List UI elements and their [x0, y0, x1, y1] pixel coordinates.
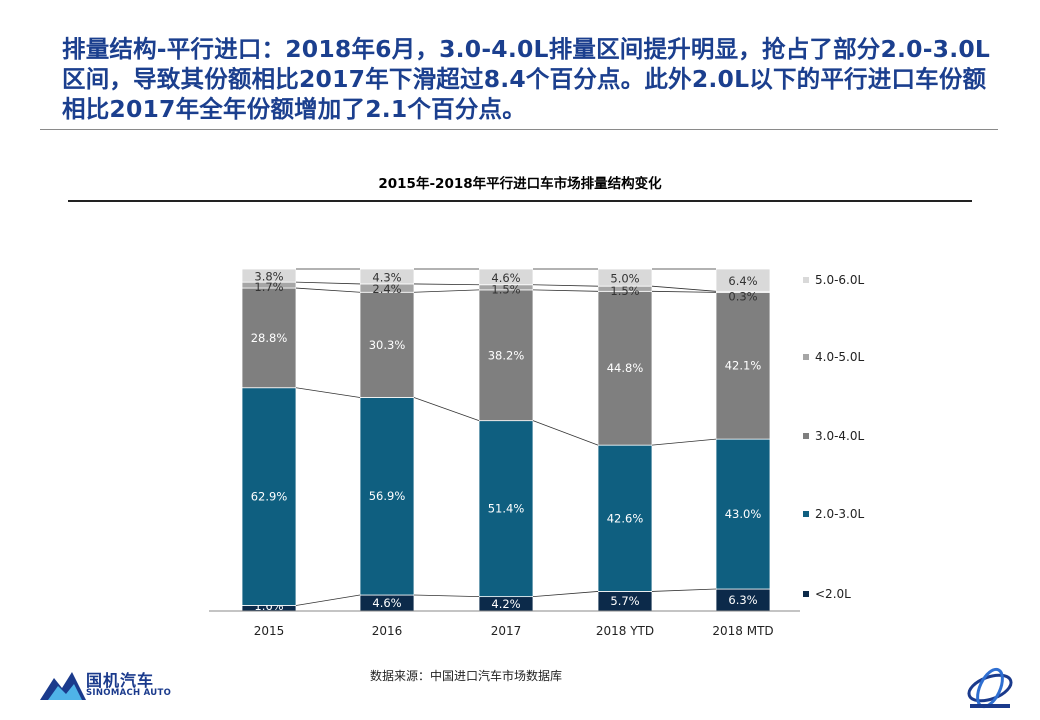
connector-line — [651, 588, 717, 592]
connector-line — [532, 420, 599, 446]
connector-line — [651, 290, 717, 293]
bar-2.0-3.0L-2017 — [478, 420, 534, 598]
connector-line — [532, 591, 599, 598]
sinomach-logo-icon — [40, 672, 86, 700]
connector-line — [532, 284, 599, 287]
connector-line — [532, 289, 599, 292]
bar-5.0-6.0L-2017 — [478, 268, 534, 286]
data-label-4.0-5.0L-2018 MTD: 0.3% — [728, 289, 757, 303]
bar-3.0-4.0L-2015 — [241, 287, 297, 389]
connector-line — [651, 438, 717, 446]
data-label-5.0-6.0L-2015: 3.8% — [254, 270, 283, 284]
logo-name-cn: 国机汽车 — [86, 671, 155, 690]
data-label-2.0-3.0L-2015: 62.9% — [251, 490, 288, 504]
data-label-4.0-5.0L-2017: 1.5% — [491, 283, 520, 297]
legend-swatch-4.0-5.0L — [803, 354, 809, 360]
connector-line — [295, 287, 361, 293]
page-headline: 排量结构-平行进口：2018年6月，3.0-4.0L排量区间提升明显，抢占了部分… — [62, 35, 991, 123]
data-label-3.0-4.0L-2015: 28.8% — [251, 331, 288, 345]
data-label-5.0-6.0L-2017: 4.6% — [491, 271, 520, 285]
legend-swatch-5.0-6.0L — [803, 277, 809, 283]
legend-label-3.0-4.0L: 3.0-4.0L — [815, 429, 864, 443]
bar-5.0-6.0L-2015 — [241, 268, 297, 283]
x-tick-label-2016: 2016 — [372, 624, 403, 638]
data-label-2.0-3.0L-2017: 51.4% — [488, 502, 525, 516]
bar-3.0-4.0L-2018 MTD — [715, 291, 771, 440]
x-tick-label-2015: 2015 — [254, 624, 285, 638]
connector-line — [651, 285, 717, 292]
legend-swatch-3.0-4.0L — [803, 433, 809, 439]
legend-swatch-<2.0L — [803, 591, 809, 597]
data-label-2.0-3.0L-2016: 56.9% — [369, 489, 406, 503]
chart-title: 2015年-2018年平行进口车市场排量结构变化 — [378, 176, 662, 192]
data-label-<2.0L-2017: 4.2% — [491, 597, 520, 611]
x-tick-label-2018 YTD: 2018 YTD — [596, 624, 654, 638]
connector-line — [295, 594, 361, 606]
legend-label-2.0-3.0L: 2.0-3.0L — [815, 507, 864, 521]
connector-line — [413, 289, 480, 293]
x-tick-label-2018 MTD: 2018 MTD — [712, 624, 773, 638]
data-label-2.0-3.0L-2018 YTD: 42.6% — [607, 511, 644, 525]
logo-name-en: SINOMACH AUTO — [86, 688, 172, 698]
bar-2.0-3.0L-2018 MTD — [715, 438, 771, 590]
connector-line — [413, 594, 480, 598]
bar-2.0-3.0L-2016 — [359, 397, 415, 596]
connector-line — [413, 397, 480, 422]
data-label-4.0-5.0L-2016: 2.4% — [372, 282, 401, 296]
data-label-3.0-4.0L-2017: 38.2% — [488, 348, 525, 362]
x-tick-label-2017: 2017 — [491, 624, 522, 638]
data-label-<2.0L-2018 YTD: 5.7% — [610, 594, 639, 608]
data-label-<2.0L-2016: 4.6% — [372, 596, 401, 610]
emblem-icon — [967, 667, 1013, 709]
data-label-<2.0L-2018 MTD: 6.3% — [728, 593, 757, 607]
data-source-note: 数据来源：中国进口汽车市场数据库 — [370, 669, 563, 683]
bar-5.0-6.0L-2016 — [359, 268, 415, 285]
bar-5.0-6.0L-2018 MTD — [715, 268, 771, 292]
data-label-5.0-6.0L-2016: 4.3% — [372, 270, 401, 284]
data-label-5.0-6.0L-2018 MTD: 6.4% — [728, 274, 757, 288]
bar-3.0-4.0L-2016 — [359, 291, 415, 398]
bar-3.0-4.0L-2017 — [478, 289, 534, 422]
bar-3.0-4.0L-2018 YTD — [597, 290, 653, 446]
data-label-4.0-5.0L-2015: 1.7% — [254, 280, 283, 294]
bar-2.0-3.0L-2018 YTD — [597, 444, 653, 592]
connector-line — [295, 281, 361, 285]
data-label-3.0-4.0L-2018 MTD: 42.1% — [725, 359, 762, 373]
chart-title-divider — [68, 200, 972, 202]
data-label-2.0-3.0L-2018 MTD: 43.0% — [725, 507, 762, 521]
connector-line — [295, 387, 361, 398]
data-label-4.0-5.0L-2018 YTD: 1.5% — [610, 284, 639, 298]
legend-label-<2.0L: <2.0L — [815, 587, 851, 601]
bar-5.0-6.0L-2018 YTD — [597, 268, 653, 287]
headline-divider — [40, 129, 998, 130]
connector-line — [413, 283, 480, 286]
legend-label-5.0-6.0L: 5.0-6.0L — [815, 273, 864, 287]
legend-swatch-2.0-3.0L — [803, 511, 809, 517]
data-label-3.0-4.0L-2018 YTD: 44.8% — [607, 361, 644, 375]
data-label-5.0-6.0L-2018 YTD: 5.0% — [610, 272, 639, 286]
legend-label-4.0-5.0L: 4.0-5.0L — [815, 350, 864, 364]
data-label-3.0-4.0L-2016: 30.3% — [369, 338, 406, 352]
